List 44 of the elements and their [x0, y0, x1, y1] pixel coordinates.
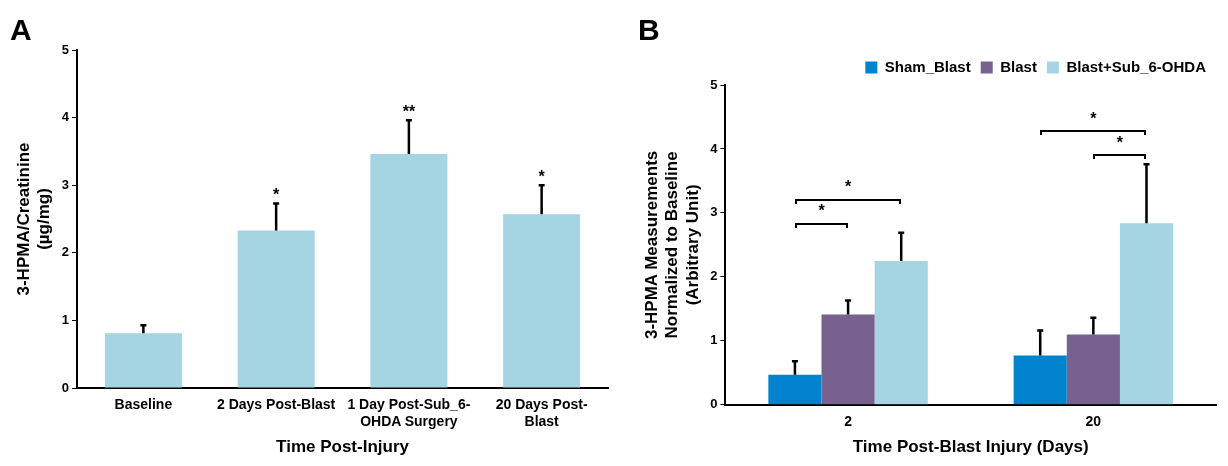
- x-tick-label: 1 Day Post-Sub_6-OHDA Surgery: [347, 396, 471, 430]
- annotation: *: [273, 185, 281, 203]
- y-tick-label: 4: [710, 140, 719, 156]
- x-tick-label: 20: [1085, 413, 1102, 430]
- annotation: **: [402, 102, 416, 120]
- y-tick-label: 0: [710, 396, 718, 412]
- y-tick-label: 1: [61, 311, 70, 327]
- x-tick-label: 20 Days Post-Blast: [495, 396, 588, 430]
- bar: [237, 230, 315, 388]
- annotation: *: [844, 178, 852, 196]
- bar: [104, 333, 182, 388]
- bar: [768, 374, 822, 405]
- y-tick-label: 4: [61, 109, 70, 125]
- y-tick-label: 3: [61, 176, 70, 192]
- legend-label: Sham_Blast: [884, 57, 971, 75]
- legend-label: Blast: [1000, 57, 1037, 75]
- legend-label: Blast+Sub_6-OHDA: [1066, 57, 1207, 75]
- bar: [874, 260, 928, 405]
- x-tick-label: 2 Days Post-Blast: [217, 396, 336, 413]
- x-tick-label: 2: [844, 413, 853, 430]
- bar: [821, 314, 875, 405]
- y-tick-label: 5: [61, 41, 70, 57]
- annotation: *: [818, 202, 826, 220]
- y-axis-title: 3-HPMA/Creatinine (µg/mg): [13, 142, 54, 296]
- bar: [370, 154, 448, 388]
- x-axis-title: Time Post-Blast Injury (Days): [852, 437, 1089, 457]
- y-tick-label: 2: [61, 244, 70, 260]
- bar: [1013, 355, 1067, 405]
- y-tick-label: 5: [710, 76, 718, 92]
- y-tick-label: 2: [710, 268, 718, 284]
- y-axis-title: 3-HPMA Measurements Normalized to Baseline (Arbitrary Unit): [641, 150, 702, 340]
- x-axis-title: Time Post-Injury: [276, 437, 410, 457]
- x-tick-label: Baseline: [114, 396, 173, 413]
- bar: [1066, 334, 1120, 405]
- y-tick-label: 0: [61, 379, 70, 395]
- annotation: *: [1116, 133, 1124, 151]
- annotation: *: [1090, 109, 1098, 127]
- y-tick-label: 1: [710, 332, 718, 348]
- y-tick-label: 3: [710, 204, 718, 220]
- annotation: *: [538, 167, 546, 185]
- chart-title: B: [638, 13, 660, 47]
- bar: [1119, 223, 1174, 405]
- chart-title: A: [10, 13, 32, 47]
- bar: [503, 214, 581, 388]
